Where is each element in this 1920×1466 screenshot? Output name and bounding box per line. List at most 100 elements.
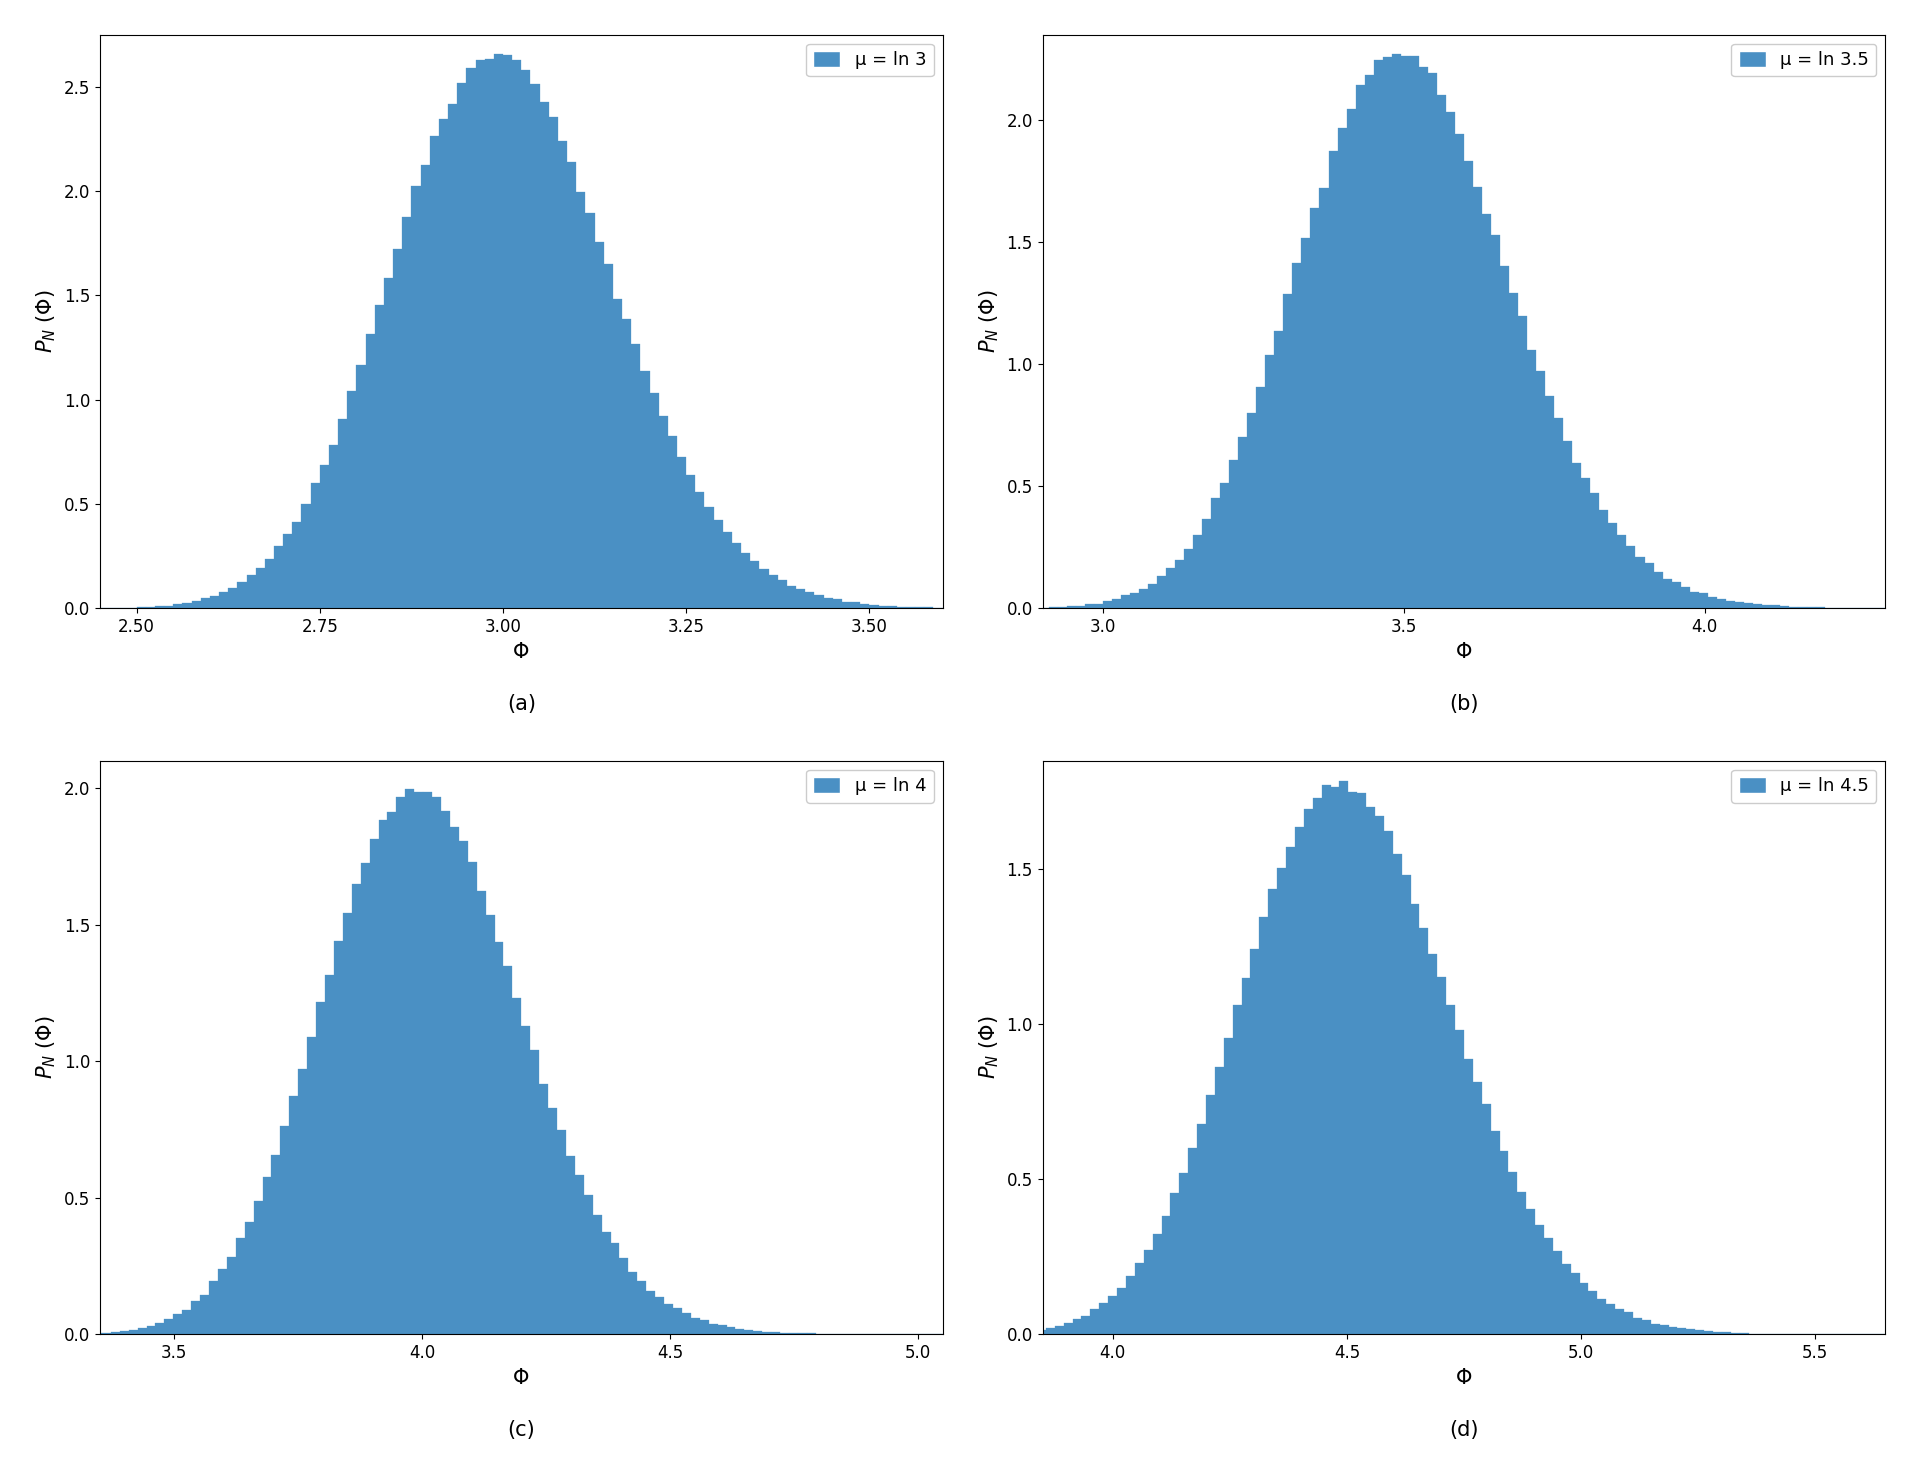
Bar: [1553, 1252, 1561, 1334]
Bar: [595, 242, 603, 608]
Bar: [1624, 1312, 1632, 1334]
Bar: [1202, 519, 1212, 608]
Bar: [1402, 56, 1409, 608]
Bar: [1242, 978, 1250, 1334]
Bar: [1509, 1171, 1517, 1334]
Bar: [762, 1331, 772, 1334]
Bar: [432, 798, 442, 1334]
Bar: [1668, 1327, 1678, 1334]
Bar: [649, 393, 659, 608]
Bar: [1356, 85, 1365, 608]
Bar: [378, 821, 388, 1334]
Bar: [263, 1177, 271, 1334]
Bar: [275, 547, 282, 608]
Bar: [906, 607, 916, 608]
Bar: [1256, 387, 1265, 608]
Bar: [1572, 463, 1582, 608]
Bar: [1340, 781, 1348, 1334]
Bar: [192, 1302, 200, 1334]
Bar: [1536, 1226, 1544, 1334]
Bar: [714, 520, 722, 608]
Bar: [522, 70, 530, 608]
Bar: [1229, 460, 1238, 608]
Bar: [601, 1233, 611, 1334]
Bar: [1094, 604, 1102, 608]
Bar: [246, 575, 255, 608]
Bar: [192, 601, 202, 608]
Bar: [718, 1325, 726, 1334]
Bar: [1463, 1058, 1473, 1334]
Bar: [228, 588, 238, 608]
Bar: [566, 1157, 574, 1334]
Bar: [593, 1215, 601, 1334]
Bar: [685, 475, 695, 608]
Bar: [1129, 592, 1139, 608]
Bar: [182, 1311, 192, 1334]
Bar: [1699, 594, 1707, 608]
Bar: [1636, 557, 1645, 608]
Bar: [301, 504, 311, 608]
Bar: [705, 507, 714, 608]
Bar: [1265, 355, 1275, 608]
Bar: [1304, 809, 1313, 1334]
Bar: [540, 1083, 547, 1334]
Bar: [365, 334, 374, 608]
Bar: [1121, 595, 1129, 608]
Bar: [1027, 1331, 1037, 1334]
Bar: [1642, 1319, 1651, 1334]
Bar: [622, 318, 632, 608]
Bar: [1428, 954, 1438, 1334]
X-axis label: Φ: Φ: [513, 1368, 530, 1388]
Bar: [1722, 1333, 1730, 1334]
Bar: [628, 1272, 637, 1334]
Bar: [603, 264, 612, 608]
Bar: [1286, 847, 1294, 1334]
Bar: [1250, 949, 1260, 1334]
Bar: [804, 592, 814, 608]
Bar: [1615, 1309, 1624, 1334]
Bar: [1338, 129, 1346, 608]
Bar: [1100, 1303, 1108, 1334]
Bar: [1075, 605, 1085, 608]
Bar: [1770, 605, 1780, 608]
X-axis label: Φ: Φ: [1455, 642, 1473, 661]
Bar: [586, 213, 595, 608]
Bar: [1233, 1004, 1242, 1334]
Bar: [1329, 151, 1338, 608]
Bar: [1238, 437, 1248, 608]
Bar: [1716, 600, 1726, 608]
Bar: [1609, 523, 1617, 608]
Bar: [1753, 604, 1763, 608]
Bar: [1582, 478, 1590, 608]
Bar: [1492, 236, 1500, 608]
Bar: [253, 1201, 263, 1334]
Bar: [1597, 1299, 1607, 1334]
Bar: [1275, 331, 1283, 608]
Bar: [227, 1256, 236, 1334]
Bar: [1617, 535, 1626, 608]
Bar: [1436, 95, 1446, 608]
Legend: μ = ln 3: μ = ln 3: [806, 44, 933, 76]
Bar: [1789, 607, 1797, 608]
Bar: [1068, 607, 1075, 608]
Bar: [768, 575, 778, 608]
Bar: [1446, 111, 1455, 608]
Bar: [328, 444, 338, 608]
Bar: [503, 966, 513, 1334]
Bar: [1526, 1209, 1536, 1334]
Bar: [163, 605, 173, 608]
Bar: [559, 141, 566, 608]
Bar: [641, 371, 649, 608]
Bar: [1482, 1104, 1490, 1334]
Bar: [1632, 1318, 1642, 1334]
Bar: [1357, 793, 1367, 1334]
Bar: [1135, 1262, 1144, 1334]
Bar: [119, 1331, 129, 1334]
Bar: [549, 117, 559, 608]
Bar: [1319, 188, 1329, 608]
Bar: [1152, 1234, 1162, 1334]
Bar: [1544, 1239, 1553, 1334]
Bar: [1659, 1325, 1668, 1334]
Bar: [1144, 1250, 1152, 1334]
Bar: [1165, 567, 1175, 608]
